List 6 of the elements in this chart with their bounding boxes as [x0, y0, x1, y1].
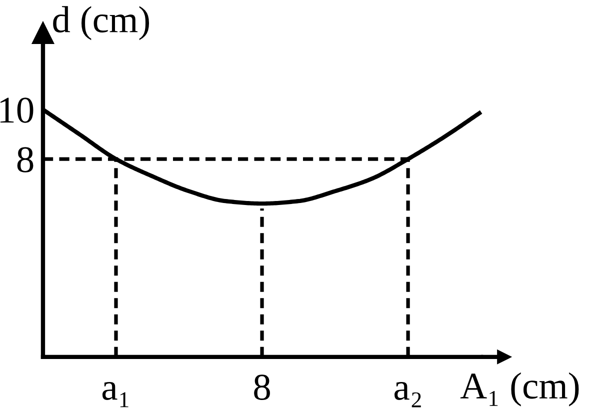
x-tick-label: 8	[254, 374, 270, 400]
y-tick-label: 10	[0, 98, 34, 123]
x-tick-label: a₂	[394, 382, 421, 408]
x-axis-title: A₁ (cm)	[460, 372, 579, 406]
x-tick-label: a₁	[102, 382, 128, 408]
y-axis-title: d (cm)	[53, 6, 150, 40]
